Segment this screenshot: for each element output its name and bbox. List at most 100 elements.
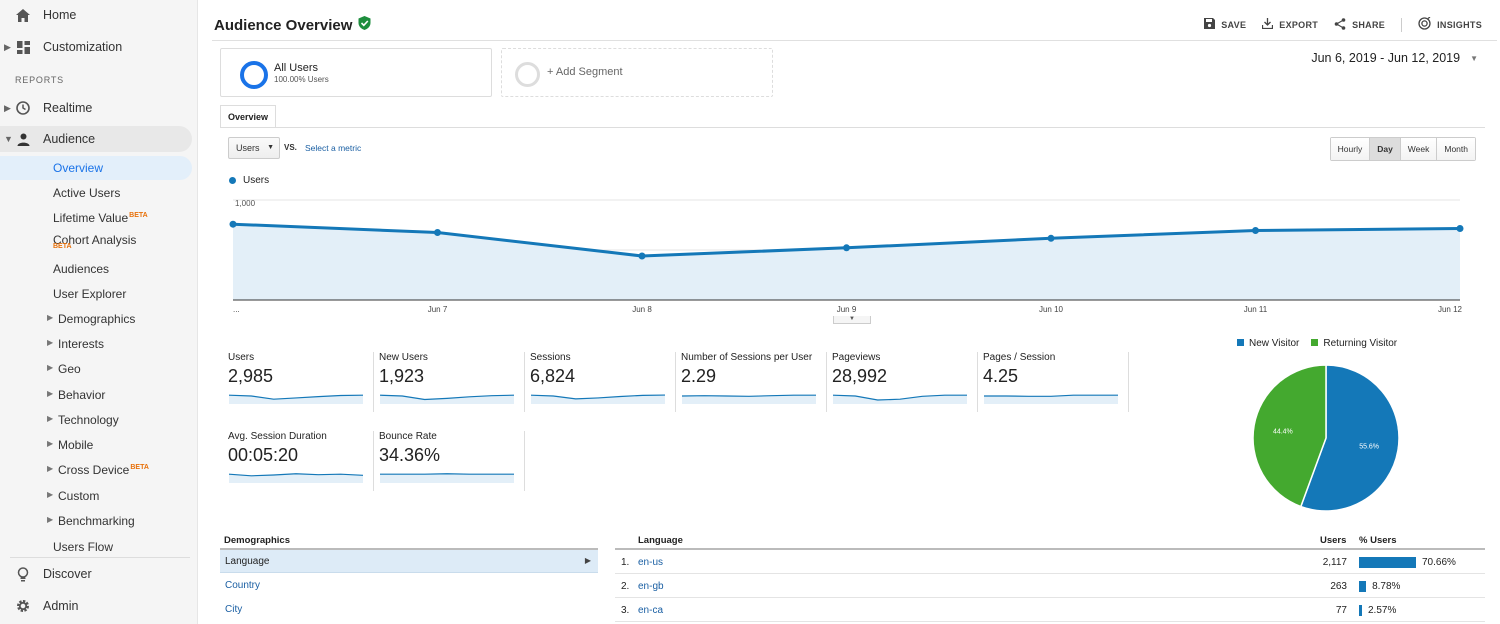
nav-audience[interactable]: ▼ Audience	[0, 126, 192, 152]
save-label: SAVE	[1221, 19, 1247, 30]
nav-audiences[interactable]: Audiences	[0, 257, 198, 281]
nav-mobile[interactable]: ▶ Mobile	[0, 433, 198, 457]
scorecard-divider	[373, 352, 374, 412]
sparkline-line	[682, 394, 816, 397]
demographics-item-city[interactable]: City	[220, 598, 598, 621]
nav-discover[interactable]: Discover	[0, 561, 198, 587]
scorecard-label: New Users	[379, 352, 428, 363]
nav-user-explorer[interactable]: User Explorer	[0, 282, 198, 306]
scorecard-divider	[524, 431, 525, 491]
demographics-item-language[interactable]: Language ▶	[220, 550, 598, 573]
nav-users-flow[interactable]: Users Flow	[0, 535, 198, 559]
page-title-text: Audience Overview	[214, 16, 353, 34]
tab-divider	[220, 127, 1485, 128]
scorecard-sparkline	[380, 473, 514, 483]
scorecard-label: Pageviews	[832, 352, 881, 363]
scorecard[interactable]: Avg. Session Duration 00:05:20	[228, 431, 368, 491]
insights-button[interactable]: INSIGHTS	[1418, 16, 1482, 32]
language-link[interactable]: en-ca	[638, 605, 664, 616]
nav-realtime[interactable]: ▶ Realtime	[0, 95, 198, 121]
export-icon	[1262, 18, 1274, 31]
nav-behavior[interactable]: ▶ Behavior	[0, 383, 198, 407]
insights-label: INSIGHTS	[1437, 19, 1482, 30]
granularity-month-button[interactable]: Month	[1436, 138, 1475, 160]
export-button[interactable]: EXPORT	[1262, 18, 1318, 31]
segment-percentage: 100.00% Users	[274, 75, 329, 84]
granularity-day-button[interactable]: Day	[1369, 138, 1400, 160]
nav-demographics[interactable]: ▶ Demographics	[0, 307, 198, 331]
pie-legend-returning-visitor: Returning Visitor	[1311, 338, 1397, 349]
table-row[interactable]: 2. en-gb 263 8.78%	[615, 574, 1485, 598]
pie-legend-new-visitor: New Visitor	[1237, 338, 1299, 349]
demographics-item-country[interactable]: Country	[220, 574, 598, 597]
scorecard-label: Bounce Rate	[379, 431, 437, 442]
nav-lifetime-value[interactable]: Lifetime ValueBETA	[0, 206, 198, 230]
scorecard-sparkline	[229, 473, 363, 483]
nav-interests[interactable]: ▶ Interests	[0, 332, 198, 356]
scorecard[interactable]: Pageviews 28,992	[832, 352, 972, 412]
scorecard[interactable]: Number of Sessions per User 2.29	[681, 352, 821, 412]
nav-geo[interactable]: ▶ Geo	[0, 357, 198, 381]
table-row[interactable]: 1. en-us 2,117 70.66%	[615, 550, 1485, 574]
scorecard-value: 2.29	[681, 366, 717, 386]
chart-resize-handle[interactable]: ▼	[833, 316, 871, 324]
data-point[interactable]	[843, 244, 850, 252]
granularity-week-button[interactable]: Week	[1399, 138, 1437, 160]
pie-slice[interactable]	[1252, 364, 1327, 508]
reports-section-label: REPORTS	[15, 75, 64, 85]
add-segment-button[interactable]: + Add Segment	[501, 48, 773, 97]
demographics-item-label: City	[225, 604, 243, 615]
row-number: 3.	[621, 605, 630, 616]
lightbulb-icon	[15, 566, 31, 582]
granularity-hourly-button[interactable]: Hourly	[1330, 138, 1370, 160]
legend-dot	[229, 177, 236, 184]
data-point[interactable]	[1456, 225, 1464, 232]
nav-benchmarking[interactable]: ▶ Benchmarking	[0, 509, 198, 533]
save-button[interactable]: SAVE	[1204, 18, 1246, 31]
scorecard[interactable]: Users 2,985	[228, 352, 368, 412]
segment-all-users[interactable]: All Users 100.00% Users	[220, 48, 492, 97]
date-range-picker[interactable]: Jun 6, 2019 - Jun 12, 2019 ▼	[1311, 51, 1478, 65]
metric-select-value: Users	[236, 143, 260, 153]
nav-admin[interactable]: Admin	[0, 593, 198, 619]
pie-slice[interactable]	[1299, 364, 1400, 512]
scorecard[interactable]: New Users 1,923	[379, 352, 519, 412]
demographics-item-label: Language	[225, 556, 270, 567]
tab-overview[interactable]: Overview	[220, 105, 276, 128]
nav-home[interactable]: Home	[0, 2, 198, 28]
metric-select[interactable]: Users ▼	[228, 137, 280, 159]
data-point[interactable]	[1047, 234, 1055, 242]
scorecard[interactable]: Pages / Session 4.25	[983, 352, 1123, 412]
table-row[interactable]: 3. en-ca 77 2.57%	[615, 598, 1485, 622]
sparkline-line	[380, 394, 514, 401]
data-point[interactable]	[638, 252, 646, 260]
data-point[interactable]	[229, 220, 237, 228]
nav-custom[interactable]: ▶ Custom	[0, 484, 198, 508]
data-point[interactable]	[1252, 227, 1259, 234]
nav-cross-device[interactable]: ▶ Cross DeviceBETA	[0, 458, 198, 482]
percent-bar	[1359, 581, 1367, 592]
scorecard[interactable]: Bounce Rate 34.36%	[379, 431, 519, 491]
demographics-divider	[220, 548, 598, 550]
share-button[interactable]: SHARE	[1334, 17, 1385, 32]
language-link[interactable]: en-us	[638, 557, 664, 568]
nav-customization[interactable]: ▶ Customization	[0, 34, 198, 60]
scorecard[interactable]: Sessions 6,824	[530, 352, 670, 412]
nav-cohort-analysis[interactable]: Cohort Analysis BETA	[0, 228, 198, 258]
legend-label: Returning Visitor	[1323, 338, 1398, 349]
person-icon	[15, 131, 31, 147]
x-tick-label: Jun 8	[632, 305, 652, 314]
data-point[interactable]	[434, 229, 441, 236]
nav-item-label: Cross DeviceBETA	[58, 463, 149, 477]
nav-technology[interactable]: ▶ Technology	[0, 408, 198, 432]
nav-home-label: Home	[43, 8, 77, 22]
caret-right-icon: ▶	[47, 464, 54, 473]
nav-item-label: Mobile	[58, 438, 94, 452]
nav-audience-overview[interactable]: Overview	[0, 156, 192, 180]
nav-item-label: Custom	[58, 489, 100, 503]
pie-legend: New Visitor Returning Visitor	[1237, 338, 1397, 349]
caret-right-icon: ▶	[4, 102, 11, 113]
language-link[interactable]: en-gb	[638, 581, 664, 592]
nav-active-users[interactable]: Active Users	[0, 181, 198, 205]
select-metric-link[interactable]: Select a metric	[305, 143, 362, 153]
